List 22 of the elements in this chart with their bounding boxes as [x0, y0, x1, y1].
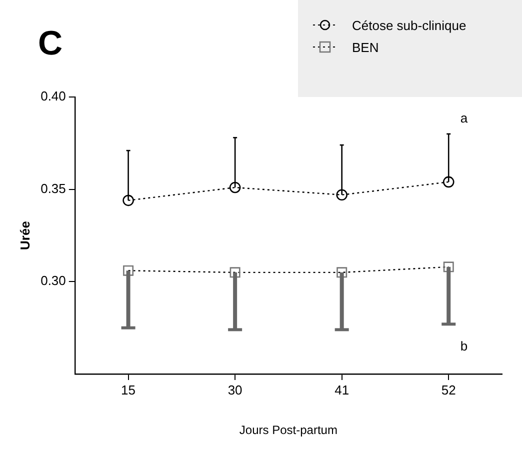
y-tick-label: 0.30: [40, 273, 66, 288]
annotation: b: [460, 338, 468, 354]
x-tick-label: 15: [121, 382, 136, 398]
point: [229, 182, 241, 194]
text: C: [38, 24, 63, 62]
y-tick-label: 0.35: [40, 180, 66, 196]
y-axis-title: Urée: [17, 221, 32, 250]
legend-label: BEN: [352, 40, 379, 54]
point: [123, 265, 134, 276]
point: [122, 194, 134, 206]
annotation: a: [460, 110, 468, 126]
x-axis-title: Jours Post-partum: [239, 423, 338, 438]
point: [443, 262, 454, 272]
x-tick-label: 30: [228, 382, 242, 398]
x-tick-label: 52: [441, 382, 456, 398]
point: [336, 189, 348, 201]
y-tick-label: 0.40: [40, 88, 66, 104]
point: [230, 267, 240, 278]
legend-label: Cétose sub-clinique: [352, 18, 466, 32]
point: [442, 176, 454, 188]
x-tick-label: 41: [334, 382, 350, 398]
point: [336, 267, 348, 278]
